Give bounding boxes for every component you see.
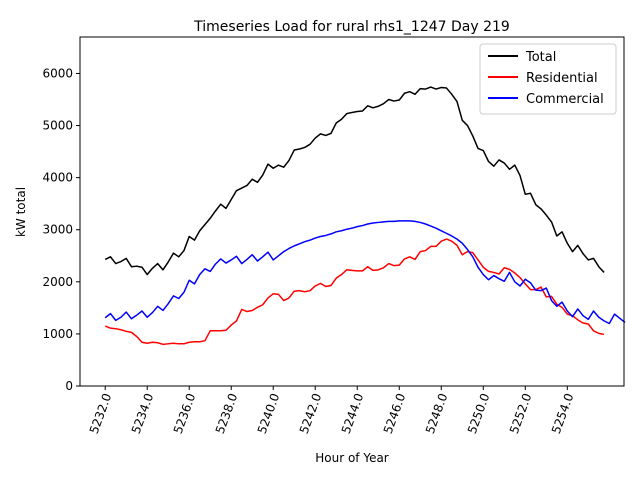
- plot-frame: [79, 36, 625, 387]
- x-axis-label: Hour of Year: [315, 451, 389, 465]
- y-tick-label: 3000: [42, 223, 73, 237]
- legend-label-total: Total: [525, 50, 556, 65]
- y-tick-label: 4000: [42, 171, 73, 185]
- series-line-commercial: [104, 220, 626, 325]
- chart-title: Timeseries Load for rural rhs1_1247 Day …: [193, 19, 510, 35]
- y-tick-label: 6000: [42, 66, 73, 80]
- y-tick-label: 1000: [42, 327, 73, 341]
- legend-box: [479, 43, 617, 115]
- series-layer: [104, 86, 626, 346]
- y-tick-label: 0: [65, 379, 73, 393]
- y-tick-label: 2000: [42, 275, 73, 289]
- series-line-residential: [104, 238, 605, 346]
- y-tick-label: 5000: [42, 119, 73, 133]
- legend-label-residential: Residential: [526, 71, 598, 86]
- legend-label-commercial: Commercial: [526, 92, 604, 107]
- legend: Total Residential Commercial: [479, 43, 617, 115]
- y-axis-label: kW total: [14, 187, 28, 237]
- legend-entries: Total Residential Commercial: [488, 50, 604, 107]
- series-line-total: [104, 86, 605, 276]
